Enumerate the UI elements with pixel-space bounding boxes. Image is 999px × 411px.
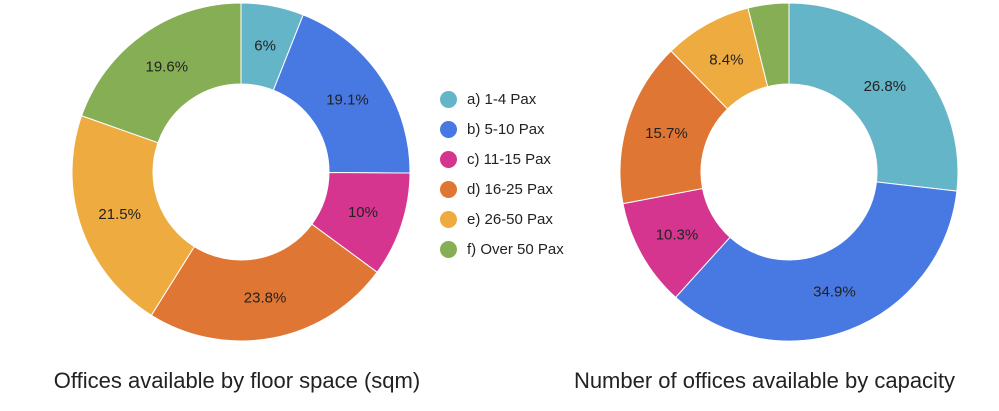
slice-label-5-10-pax: 34.9%	[813, 284, 856, 301]
legend-swatch-26-50-pax	[440, 210, 457, 228]
donut-chart-capacity: 26.8% 34.9% 10.3% 15.7% 8.4%	[619, 2, 959, 342]
donut-slice-1-4-pax	[788, 2, 959, 192]
slice-label-11-15-pax: 10%	[348, 204, 378, 221]
legend-item-over-50-pax: f) Over 50 Pax	[440, 234, 600, 264]
legend-item-26-50-pax: e) 26-50 Pax	[440, 204, 600, 234]
slice-label-1-4-pax: 26.8%	[864, 78, 907, 95]
legend-label: e) 26-50 Pax	[467, 210, 553, 228]
slice-label-5-10-pax: 19.1%	[326, 92, 369, 109]
donut-slice-16-25-pax	[150, 223, 378, 342]
donut-slice-5-10-pax	[272, 14, 411, 174]
slice-label-over-50-pax: 19.6%	[146, 59, 189, 76]
legend-swatch-1-4-pax	[440, 90, 457, 108]
slice-label-26-50-pax: 21.5%	[98, 206, 141, 223]
legend-item-1-4-pax: a) 1-4 Pax	[440, 84, 600, 114]
legend-swatch-16-25-pax	[440, 180, 457, 198]
legend-swatch-11-15-pax	[440, 150, 457, 168]
legend-item-5-10-pax: b) 5-10 Pax	[440, 114, 600, 144]
donut-slice-5-10-pax	[674, 181, 958, 342]
legend-label: a) 1-4 Pax	[467, 90, 537, 108]
legend-label: d) 16-25 Pax	[467, 180, 553, 198]
chart-title-floor-space: Offices available by floor space (sqm)	[53, 368, 421, 393]
slice-label-16-25-pax: 23.8%	[244, 290, 287, 307]
donut-slice-over-50-pax	[747, 2, 790, 88]
legend-swatch-over-50-pax	[440, 240, 457, 258]
legend-swatch-5-10-pax	[440, 120, 457, 138]
donut-slice-26-50-pax	[71, 115, 196, 316]
legend-item-11-15-pax: c) 11-15 Pax	[440, 144, 600, 174]
slice-label-16-25-pax: 15.7%	[645, 125, 688, 142]
slice-label-11-15-pax: 10.3%	[656, 226, 699, 243]
legend: a) 1-4 Pax b) 5-10 Pax c) 11-15 Pax d) 1…	[440, 84, 600, 264]
donut-charts: 6% 19.1% 10% 23.8% 21.5% 19.6% 26.8% 34.9% 10.3…	[71, 2, 959, 342]
legend-label: c) 11-15 Pax	[467, 150, 551, 168]
donut-slice-over-50-pax	[80, 2, 242, 144]
donut-chart-floor-space: 6% 19.1% 10% 23.8% 21.5% 19.6%	[71, 2, 411, 342]
legend-label: b) 5-10 Pax	[467, 120, 545, 138]
slice-label-1-4-pax: 6%	[254, 37, 276, 54]
chart-title-capacity: Number of offices available by capacity	[573, 368, 956, 393]
slice-label-26-50-pax: 8.4%	[709, 51, 743, 68]
legend-label: f) Over 50 Pax	[467, 240, 564, 258]
legend-item-16-25-pax: d) 16-25 Pax	[440, 174, 600, 204]
